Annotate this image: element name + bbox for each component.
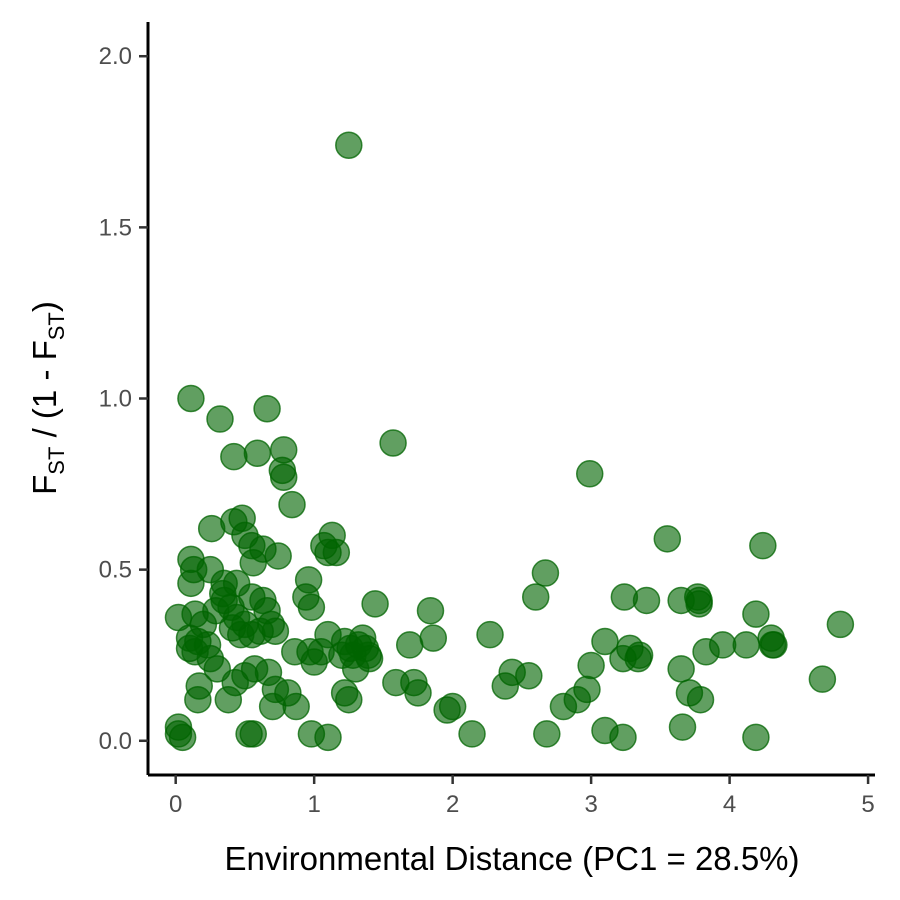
data-point [282, 692, 310, 721]
data-point [395, 631, 424, 659]
y-tick-label: 2.0 [99, 43, 132, 70]
data-point [322, 538, 351, 567]
y-axis-title-middle: / (1 - F [26, 340, 63, 446]
data-point [168, 723, 197, 752]
data-point [335, 685, 363, 714]
data-point [164, 603, 193, 632]
y-tick-label: 1.0 [99, 386, 132, 413]
data-point [533, 720, 561, 748]
data-point [632, 586, 661, 615]
data-point [668, 713, 697, 741]
data-point [335, 131, 363, 159]
data-point [476, 620, 504, 649]
x-tick-label: 0 [169, 791, 182, 818]
data-point [269, 463, 298, 491]
points-layer [164, 131, 855, 752]
data-point [686, 685, 715, 714]
x-tick-label: 1 [307, 791, 320, 818]
data-point [278, 490, 306, 519]
y-axis-title: FST / (1 - FST) [26, 301, 69, 495]
y-axis-title-subscript-2: ST [44, 312, 69, 340]
data-point [653, 525, 682, 553]
y-axis-title-f: F [26, 475, 63, 495]
data-point [515, 661, 543, 690]
data-point [404, 679, 432, 707]
data-point [177, 384, 205, 413]
data-point [361, 590, 389, 618]
data-point [419, 624, 448, 652]
data-point [220, 442, 248, 471]
data-point [314, 723, 342, 752]
data-point [826, 610, 855, 639]
data-point [760, 631, 788, 659]
data-point [808, 665, 837, 693]
x-tick-label: 5 [861, 791, 874, 818]
data-point [685, 590, 713, 618]
y-axis-title-subscript: ST [44, 447, 69, 475]
data-point [222, 603, 251, 632]
data-point [264, 542, 292, 570]
y-tick-label: 1.5 [99, 214, 132, 241]
y-tick-label: 0.5 [99, 557, 132, 584]
data-point [742, 600, 770, 628]
data-point [184, 685, 212, 714]
data-point [609, 723, 637, 752]
data-point [624, 644, 652, 673]
data-point [521, 583, 550, 611]
x-tick-label: 4 [723, 791, 736, 818]
y-tick-label: 0.0 [99, 728, 132, 755]
data-point [206, 405, 234, 433]
data-point [531, 559, 560, 587]
data-point [416, 596, 445, 625]
data-point [458, 720, 486, 748]
y-axis-title-end: ) [26, 301, 63, 312]
data-point [239, 549, 267, 577]
data-point [742, 723, 770, 752]
ticks-layer: 0 1 2 3 4 5 0.0 0.5 1.0 1.5 2.0 [99, 43, 875, 818]
data-point [708, 631, 737, 659]
data-point [379, 429, 407, 457]
data-point [491, 672, 520, 700]
data-point [575, 460, 604, 488]
data-point [181, 638, 209, 666]
data-point [732, 631, 760, 659]
x-axis-title: Environmental Distance (PC1 = 28.5%) [224, 840, 799, 877]
x-tick-label: 3 [584, 791, 597, 818]
data-point [591, 627, 619, 656]
data-point [667, 655, 695, 683]
x-tick-label: 2 [446, 791, 459, 818]
data-point [341, 655, 370, 683]
data-point [243, 439, 272, 468]
data-point [297, 593, 326, 622]
data-point [177, 569, 205, 598]
data-point [239, 720, 267, 748]
data-point [253, 395, 281, 423]
data-point [438, 692, 467, 721]
data-point [573, 675, 601, 704]
data-point [749, 531, 777, 560]
data-point [246, 617, 274, 645]
data-point [577, 651, 605, 680]
